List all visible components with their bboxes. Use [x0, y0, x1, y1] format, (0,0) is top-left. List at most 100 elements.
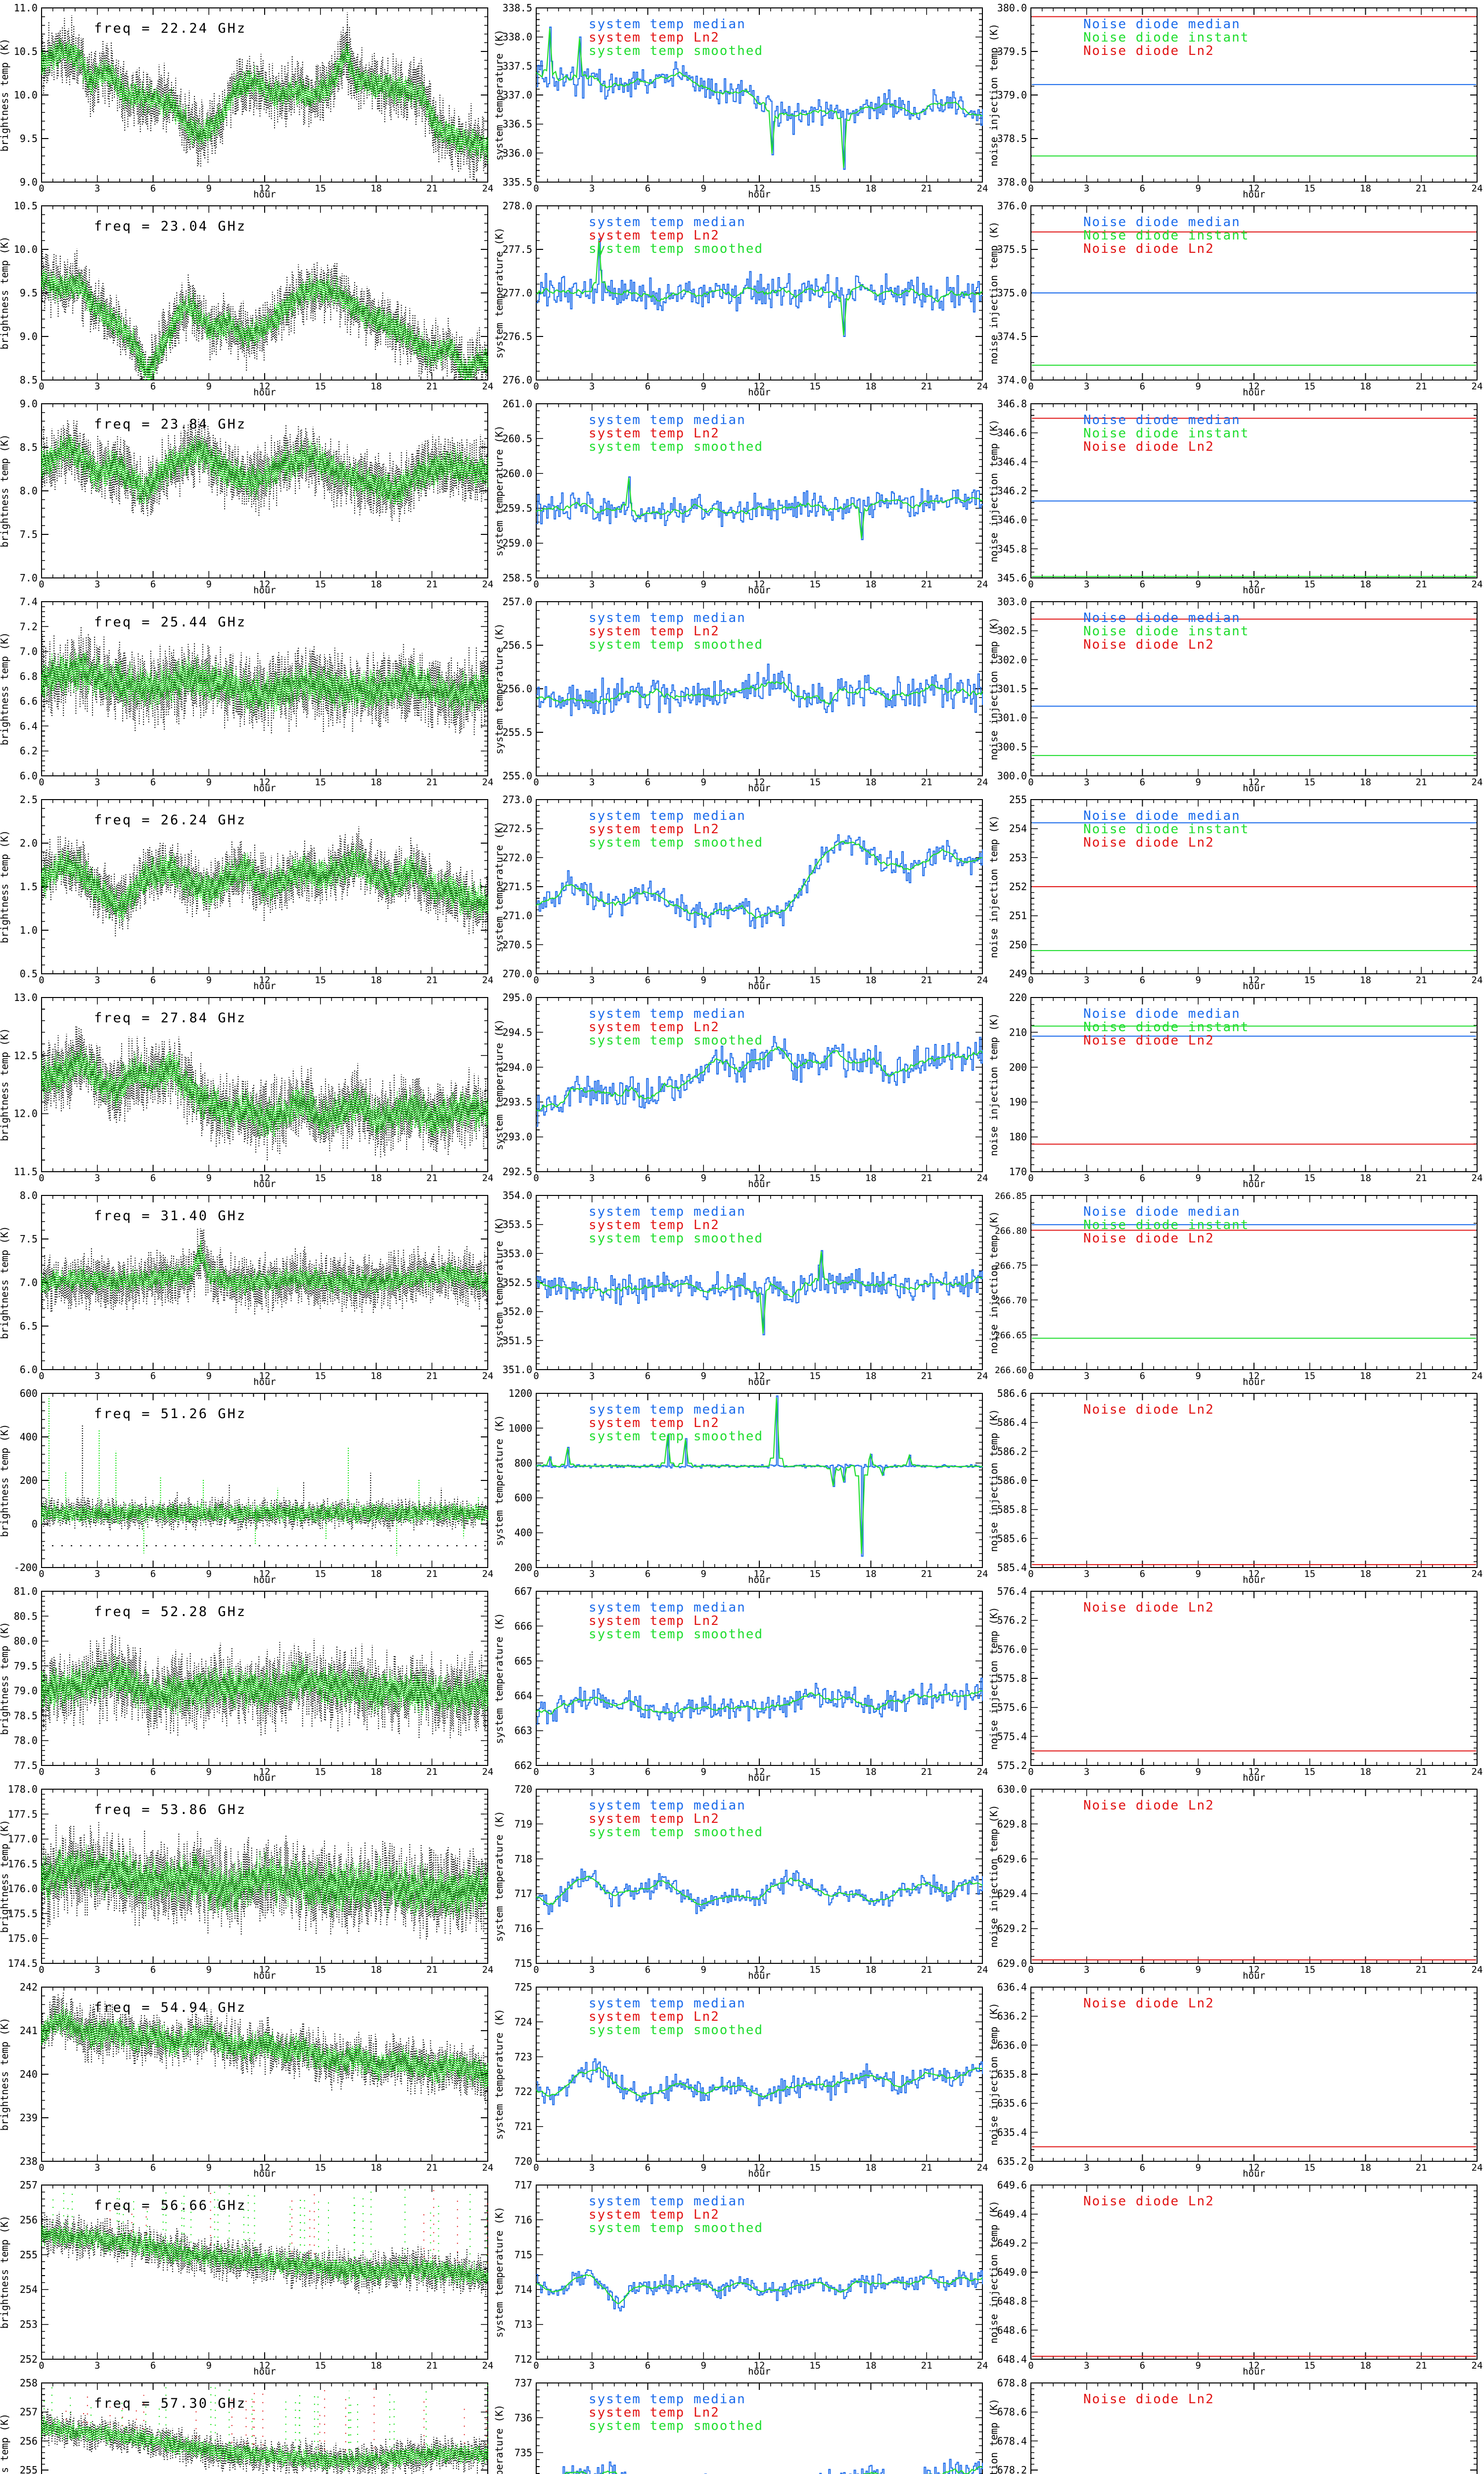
svg-text:system temp Ln2: system temp Ln2 [589, 1614, 720, 1628]
svg-text:18: 18 [865, 777, 877, 788]
svg-text:0: 0 [533, 1964, 539, 1975]
svg-text:Noise diode instant: Noise diode instant [1083, 1020, 1249, 1035]
svg-text:346.2: 346.2 [997, 485, 1027, 497]
svg-text:3: 3 [1084, 1173, 1089, 1184]
panel-row5-system-temperature: 0 3 6 9 12 15 18 21 24 270.0 270.5 271.0 271.5 272.0 2… [495, 792, 989, 990]
svg-text:600: 600 [20, 1387, 38, 1399]
svg-text:3: 3 [94, 1964, 100, 1975]
svg-text:7.4: 7.4 [20, 596, 38, 608]
panel-row13-system-temperature: 03691215182124732733734735736737hoursyst… [495, 2375, 989, 2474]
system-temperature-chart-11: 0 3 6 9 12 15 18 21 24720721722723724725hoursyst… [495, 1981, 988, 2177]
svg-text:21: 21 [1416, 183, 1427, 194]
svg-text:77.5: 77.5 [14, 1760, 38, 1771]
panel-row9-system-temperature: 0 3 6 9 12 15 18 21 24 662 663 664 665 666 667 hour syst… [495, 1583, 989, 1781]
svg-text:18: 18 [1360, 1173, 1371, 1184]
brightness-temp-chart-11: 0 3 6 9 12 15 18 21 24 238 239 240 241 242 hour brightn… [0, 1981, 493, 2177]
svg-text:270.5: 270.5 [503, 939, 532, 951]
svg-text:200: 200 [1009, 1061, 1027, 1073]
svg-text:12: 12 [754, 975, 765, 986]
svg-text:277.5: 277.5 [503, 243, 532, 255]
svg-text:15: 15 [809, 777, 821, 788]
svg-text:9: 9 [206, 1173, 212, 1184]
svg-text:system temp Ln2: system temp Ln2 [589, 1218, 720, 1233]
svg-text:system temperature (K): system temperature (K) [495, 821, 505, 952]
svg-text:15: 15 [1304, 777, 1315, 788]
svg-text:system temp median: system temp median [589, 611, 746, 625]
svg-text:335.5: 335.5 [503, 176, 532, 188]
svg-text:576.4: 576.4 [997, 1585, 1027, 1597]
svg-text:3: 3 [1084, 777, 1089, 788]
svg-text:6: 6 [150, 579, 156, 590]
panel-row8-system-temperature: 0 3 6 9 12 15 18 21 24 200 400 600 800 1000 1200 hour sy… [495, 1385, 989, 1583]
svg-text:system temperature (K): system temperature (K) [495, 1811, 505, 1942]
svg-text:9: 9 [1196, 1371, 1201, 1381]
svg-text:260.5: 260.5 [503, 432, 532, 444]
svg-text:15: 15 [1304, 1964, 1315, 1975]
svg-text:375.5: 375.5 [997, 243, 1027, 255]
brightness-temp-chart-10: 0 3 6 9 12 15 18 21 24 174.5 175.0 175.5 176.0 176.5 1… [0, 1783, 493, 1979]
svg-text:238: 238 [20, 2155, 38, 2167]
svg-text:346.0: 346.0 [997, 514, 1027, 526]
svg-text:266.60: 266.60 [995, 1365, 1027, 1376]
svg-text:210: 210 [1009, 1026, 1027, 1038]
svg-text:6: 6 [645, 1766, 650, 1777]
panel-row5-brightness-temp: 0 3 6 9 12 15 18 21 24 0.5 1.0 1.5 2.0 2.5 hour brightn… [0, 792, 495, 990]
svg-text:12.0: 12.0 [14, 1108, 38, 1120]
svg-text:21: 21 [1416, 1371, 1427, 1381]
svg-text:9: 9 [701, 1173, 706, 1184]
svg-text:hour: hour [253, 783, 276, 792]
svg-text:18: 18 [865, 1173, 877, 1184]
svg-text:system temp Ln2: system temp Ln2 [589, 426, 720, 441]
svg-text:Noise diode instant: Noise diode instant [1083, 1218, 1249, 1233]
svg-text:24: 24 [482, 1569, 494, 1579]
svg-text:176.0: 176.0 [8, 1883, 38, 1895]
svg-text:78.5: 78.5 [14, 1710, 38, 1721]
brightness-temp-chart-4: 0 3 6 9 12 15 18 21 24 6.0 6.2 6.4 6.6 6.8 7.0 7.2 7.4 ho… [0, 596, 493, 792]
svg-text:175.0: 175.0 [8, 1933, 38, 1945]
svg-text:system temperature (K): system temperature (K) [495, 228, 505, 359]
svg-text:9: 9 [1196, 1569, 1201, 1579]
svg-text:662: 662 [514, 1760, 532, 1771]
svg-text:21: 21 [921, 1569, 932, 1579]
noise-injection-temp-chart-10: 0 3 6 9 12 15 18 21 24 629.0 629.2 629.4 629.6 629.8 6… [989, 1783, 1483, 1979]
svg-text:351.5: 351.5 [503, 1334, 532, 1346]
svg-text:12: 12 [1249, 1766, 1260, 1777]
svg-text:15: 15 [315, 183, 326, 194]
svg-text:freq = 23.04 GHz: freq = 23.04 GHz [94, 219, 246, 234]
brightness-temp-chart-2: 0 3 6 9 12 15 18 21 24 8.5 9.0 9.5 10.0 10.5 hour brigh… [0, 200, 493, 396]
panel-row5-noise-injection-temp: 0 3 6 9 12 15 18 21 24 249 250 251 252 253 254 255 hour n… [989, 792, 1484, 990]
svg-text:303.0: 303.0 [997, 596, 1027, 608]
svg-text:hour: hour [253, 585, 276, 594]
svg-text:0: 0 [1028, 579, 1033, 590]
svg-text:3: 3 [94, 1766, 100, 1777]
svg-text:Noise diode Ln2: Noise diode Ln2 [1083, 439, 1214, 454]
svg-text:24: 24 [1472, 1766, 1483, 1777]
svg-text:629.8: 629.8 [997, 1818, 1027, 1830]
svg-text:266.80: 266.80 [995, 1226, 1027, 1236]
svg-text:hour: hour [748, 981, 771, 990]
svg-text:hour: hour [748, 585, 771, 594]
svg-text:Noise diode Ln2: Noise diode Ln2 [1083, 1231, 1214, 1246]
panel-row4-system-temperature: 0 3 6 9 12 15 18 21 24 255.0 255.5 256.0 256.5 257.0 h… [495, 594, 989, 792]
svg-text:system temp Ln2: system temp Ln2 [589, 624, 720, 639]
svg-text:brightness temp (K): brightness temp (K) [0, 237, 10, 350]
svg-text:15: 15 [809, 1964, 821, 1975]
svg-text:24: 24 [482, 1371, 494, 1381]
svg-text:21: 21 [1416, 777, 1427, 788]
noise-injection-temp-chart-13: 03691215182124677.6677.8678.0678.2678.46… [989, 2377, 1478, 2474]
svg-text:Noise diode median: Noise diode median [1083, 215, 1241, 230]
svg-text:15: 15 [315, 2162, 326, 2173]
svg-text:system temperature (K): system temperature (K) [495, 426, 505, 557]
svg-text:6: 6 [150, 183, 156, 194]
svg-text:3: 3 [1084, 1964, 1089, 1975]
svg-text:200: 200 [20, 1475, 38, 1486]
svg-text:18: 18 [371, 777, 382, 788]
svg-text:system temp smoothed: system temp smoothed [589, 835, 763, 850]
svg-text:6: 6 [645, 1371, 650, 1381]
svg-text:220: 220 [1009, 992, 1027, 1003]
svg-text:6.8: 6.8 [20, 670, 38, 682]
svg-text:9.0: 9.0 [20, 398, 38, 410]
svg-text:system temp median: system temp median [589, 413, 746, 428]
svg-text:24: 24 [1472, 1569, 1483, 1579]
svg-text:0: 0 [533, 1173, 539, 1184]
